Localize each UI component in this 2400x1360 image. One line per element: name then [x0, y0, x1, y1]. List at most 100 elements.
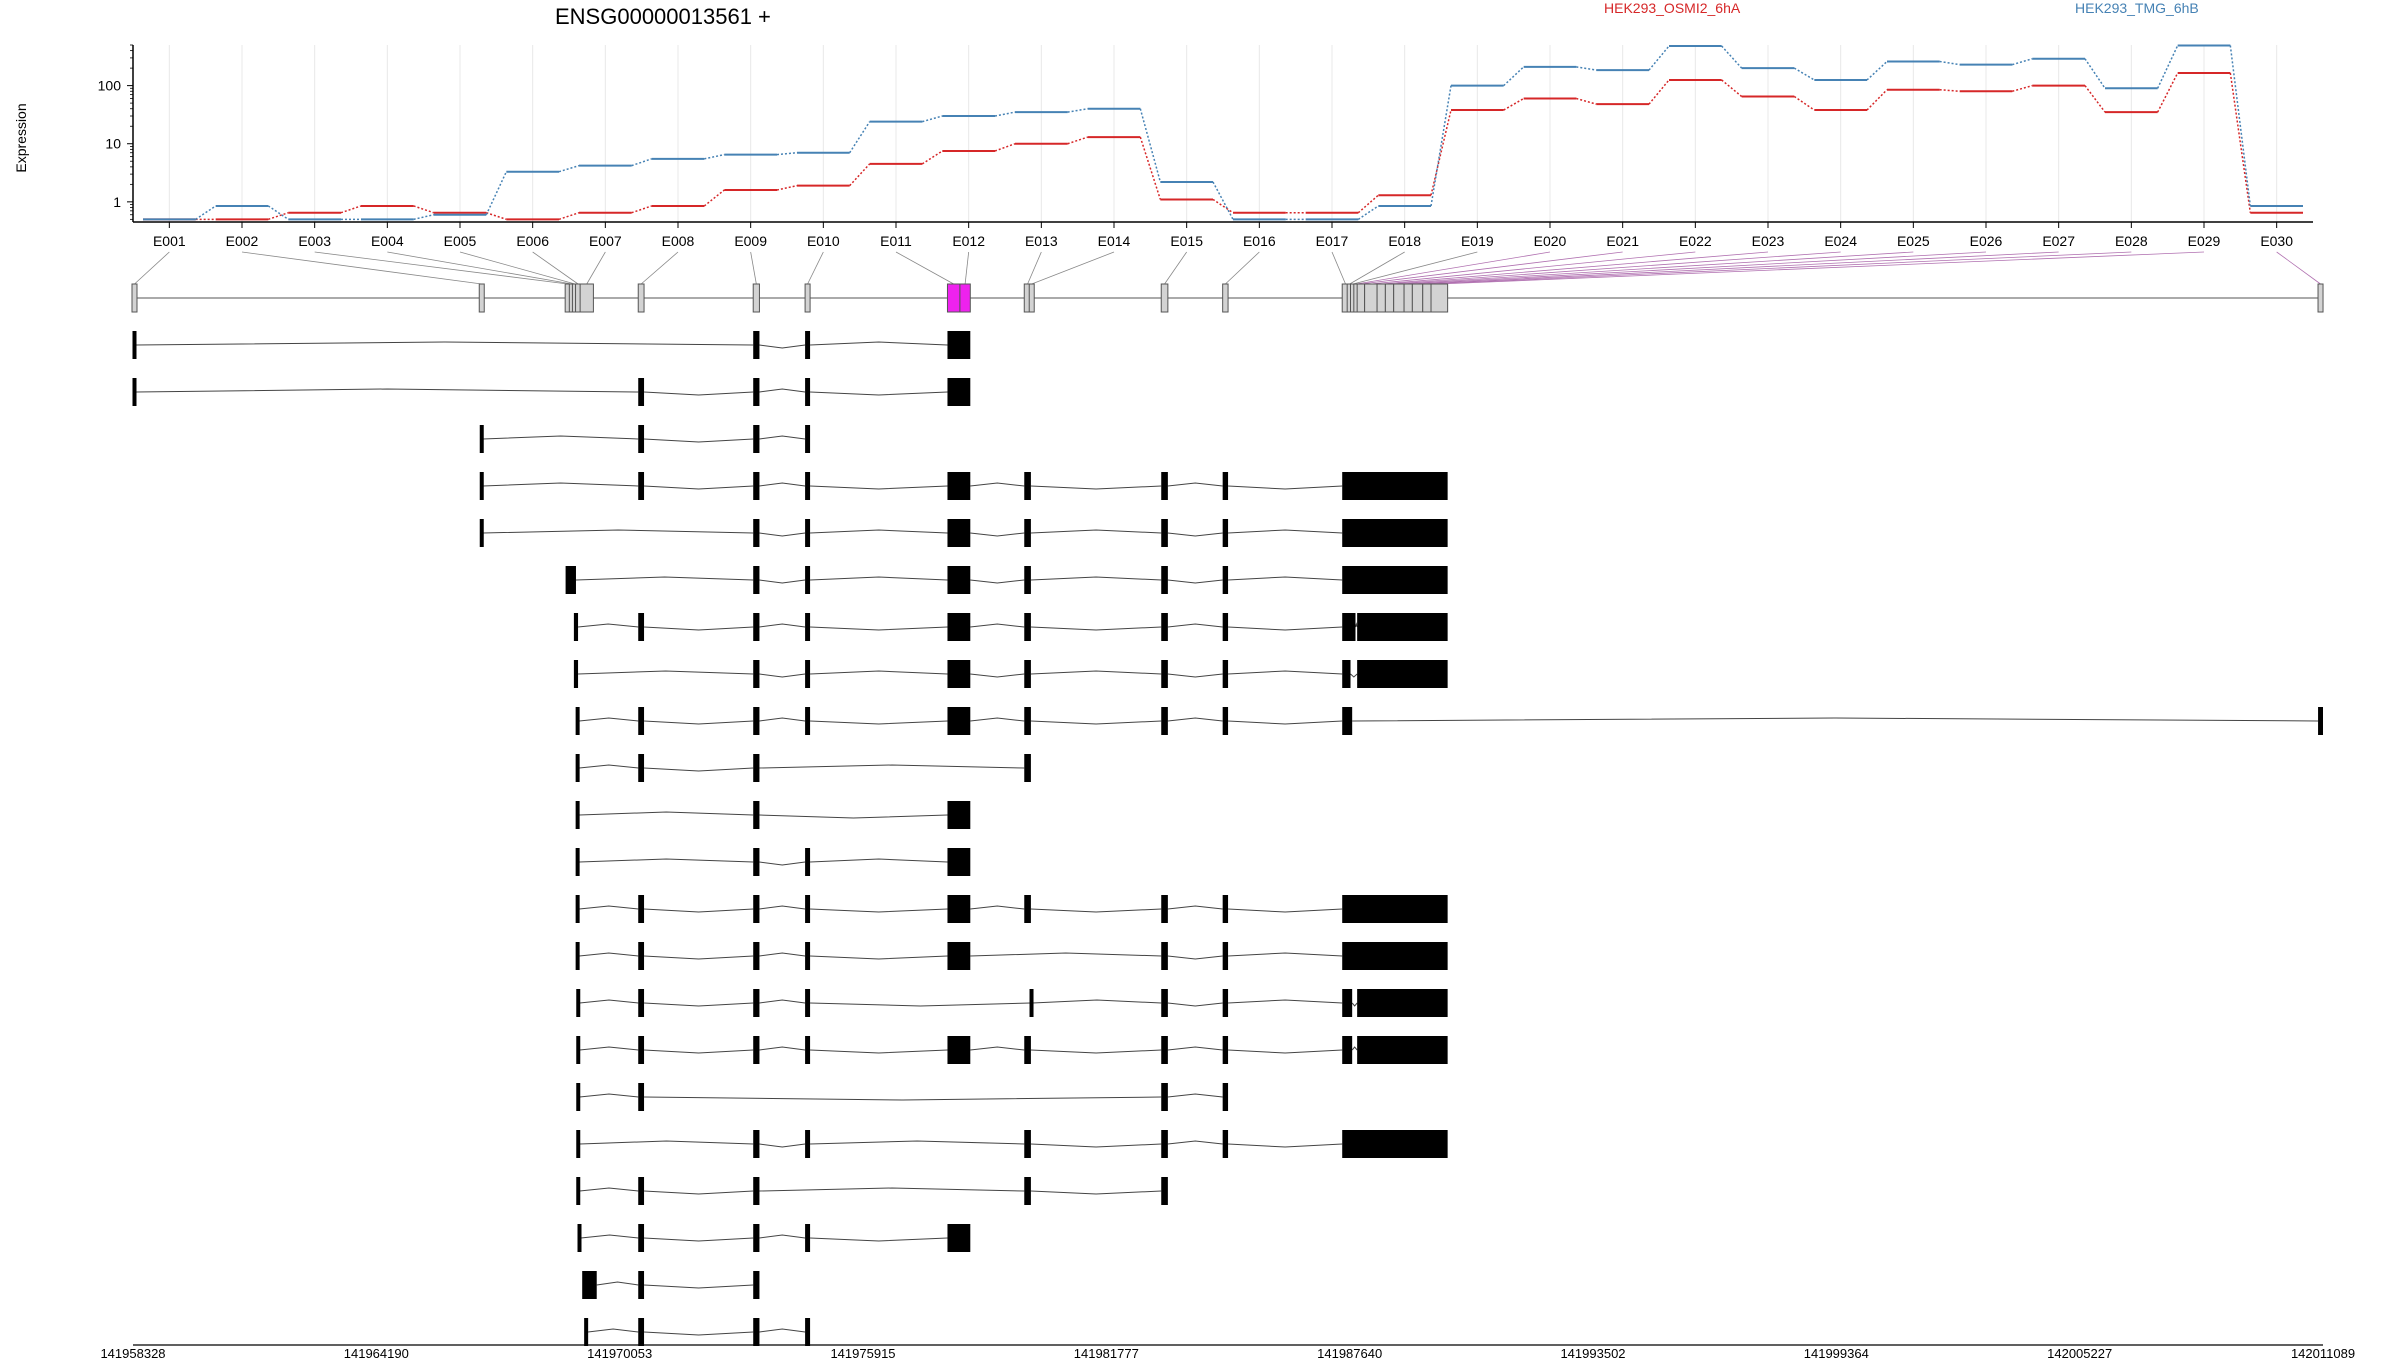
- transcript-exon: [1357, 660, 1448, 688]
- transcript-exon: [1222, 519, 1229, 547]
- exon-label-e023: E023: [1752, 233, 1785, 249]
- intron-line: [1030, 720, 1162, 725]
- transcript-exon: [1222, 895, 1229, 923]
- intron-line: [1228, 1143, 1343, 1148]
- intron-line: [759, 999, 806, 1004]
- transcript-exon: [947, 566, 971, 594]
- transcript-exon: [1342, 660, 1351, 688]
- intron-line: [579, 764, 639, 769]
- exon-connector-e016: [1225, 251, 1260, 285]
- series-connector: [195, 205, 217, 220]
- intron-line: [1030, 1143, 1162, 1148]
- exon-block-e021: [1356, 283, 1366, 313]
- transcript-exon: [753, 1177, 760, 1205]
- transcript-exon: [1024, 660, 1031, 688]
- transcript-exon: [947, 331, 971, 359]
- transcript-exon: [1161, 1083, 1168, 1111]
- intron-line: [759, 344, 806, 349]
- exon-block-e029: [1430, 283, 1449, 313]
- transcript-exon: [1342, 519, 1448, 547]
- series-connector: [1067, 136, 1088, 145]
- transcript-exon: [947, 848, 971, 876]
- transcript-exon: [1222, 1130, 1229, 1158]
- intron-line: [970, 1046, 1025, 1051]
- y-axis: 1 10 100: [98, 44, 134, 222]
- intron-line: [135, 341, 754, 346]
- intron-line: [1352, 717, 2319, 722]
- exon-connector-e023: [1381, 251, 1769, 285]
- series-connector: [2156, 45, 2179, 89]
- series-connector: [2084, 85, 2106, 113]
- series-connector: [1212, 198, 1234, 214]
- series-connector: [922, 115, 943, 123]
- transcript-exon: [753, 1130, 760, 1158]
- transcript-exon: [1342, 1036, 1353, 1064]
- intron-line: [644, 908, 754, 913]
- series-connector: [1357, 205, 1379, 220]
- intron-line: [577, 623, 639, 628]
- intron-line: [759, 532, 806, 537]
- exon-label-e026: E026: [1970, 233, 2003, 249]
- intron-line: [759, 673, 806, 678]
- exon-block-e030: [2317, 283, 2324, 313]
- intron-line: [970, 717, 1025, 722]
- intron-line: [759, 717, 806, 722]
- series-connector: [1212, 181, 1234, 220]
- transcript-exon: [805, 942, 811, 970]
- transcript-exon: [575, 707, 580, 735]
- y-tick-label: 100: [98, 78, 122, 94]
- series-tmg: [143, 44, 2303, 221]
- intron-line: [1167, 905, 1223, 910]
- series-connector: [1357, 194, 1379, 214]
- exon-label-e022: E022: [1679, 233, 1712, 249]
- transcript-exon: [1161, 1036, 1168, 1064]
- series-connector: [776, 151, 798, 156]
- transcript-exon: [638, 895, 645, 923]
- exon-label-e001: E001: [153, 233, 186, 249]
- transcript-exon: [947, 378, 971, 406]
- exon-connector-e002: [241, 251, 482, 285]
- transcript-exon: [576, 989, 581, 1017]
- exon-axis: E001 E002 E003 E004 E005 E006 E007 E008 E009 E010…: [133, 221, 2313, 249]
- series-connector: [1139, 136, 1162, 200]
- intron-line: [575, 576, 754, 581]
- transcript-exon: [1222, 942, 1229, 970]
- intron-line: [587, 1328, 639, 1333]
- transcript-exon: [1024, 754, 1031, 782]
- exon-label-e013: E013: [1025, 233, 1058, 249]
- transcript-exon: [1342, 895, 1448, 923]
- transcript-exon: [1222, 1083, 1229, 1111]
- series-connector: [703, 189, 725, 207]
- transcript-exon: [1024, 613, 1031, 641]
- series-connector: [849, 121, 871, 154]
- exon-block-e002: [478, 283, 485, 313]
- transcript-exon: [805, 989, 811, 1017]
- transcript-exon: [1024, 472, 1031, 500]
- transcript-exon: [2318, 707, 2323, 735]
- exon-label-e019: E019: [1461, 233, 1494, 249]
- series-connector: [2229, 45, 2252, 207]
- exon-block-e015: [1160, 283, 1169, 313]
- intron-line: [810, 720, 948, 725]
- series-connector: [1576, 66, 1597, 71]
- exon-label-e021: E021: [1606, 233, 1639, 249]
- transcript-exon: [805, 1224, 811, 1252]
- exon-connector-e013: [1027, 251, 1042, 285]
- series-connector: [1503, 66, 1525, 87]
- y-tick-label: 10: [105, 136, 121, 152]
- intron-line: [759, 1187, 1025, 1192]
- intron-line: [482, 435, 639, 440]
- transcript-exon: [947, 660, 971, 688]
- transcript-exon: [576, 1130, 581, 1158]
- intron-line: [1228, 952, 1343, 957]
- intron-line: [759, 1234, 806, 1239]
- transcript-exon: [753, 1271, 760, 1299]
- intron-line: [596, 1281, 639, 1286]
- intron-line: [1030, 908, 1162, 913]
- transcript-row-19: [576, 1177, 1168, 1205]
- series-connector: [1939, 60, 1960, 66]
- intron-line: [1228, 626, 1343, 631]
- series-connector: [1793, 95, 1815, 111]
- transcript-exon: [753, 801, 760, 829]
